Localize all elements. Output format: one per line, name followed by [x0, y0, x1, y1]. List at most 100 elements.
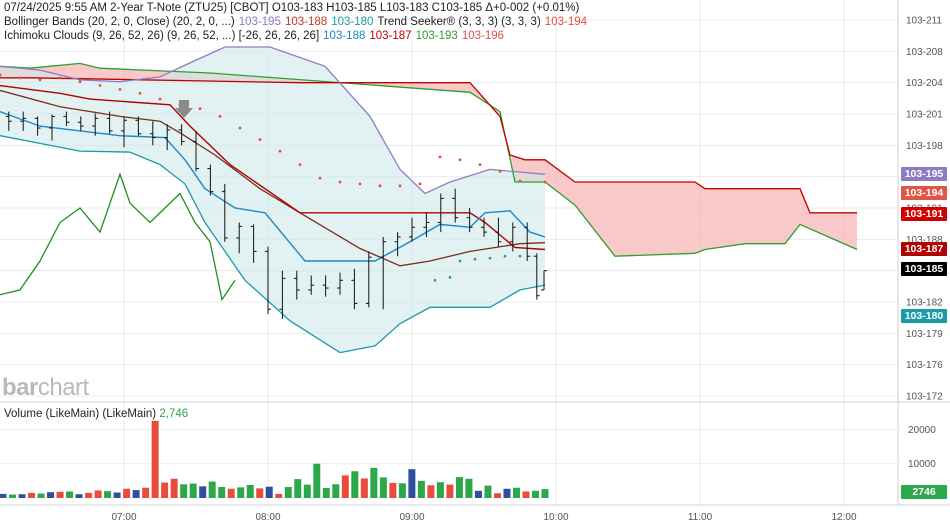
trend-arrow-icon — [175, 100, 193, 118]
trend-dot — [418, 182, 422, 186]
bollinger-mid — [0, 89, 546, 267]
volume-bar — [189, 483, 197, 498]
volume-bar — [47, 492, 55, 498]
volume-bar — [28, 492, 36, 498]
volume-bar — [37, 493, 45, 498]
time-tick-label: 09:00 — [399, 512, 424, 523]
volume-bar — [275, 493, 283, 498]
chart-header-quote: 07/24/2025 9:55 AM 2-Year T-Note (ZTU25)… — [4, 2, 583, 14]
volume-bar — [142, 487, 150, 498]
volume-bar — [265, 486, 273, 498]
volume-bar — [455, 477, 463, 498]
trend-dot — [518, 179, 522, 183]
barchart-logo: barchart — [2, 374, 89, 401]
volume-bar — [56, 491, 64, 498]
trend-dot — [118, 88, 122, 91]
volume-bar — [246, 484, 254, 498]
price-badge: 103-194 — [901, 185, 947, 200]
trend-dot — [458, 259, 462, 263]
trend-dot — [238, 126, 242, 130]
trend-dot — [158, 97, 162, 101]
trend-dot — [298, 163, 302, 167]
volume-tick-label: 10000 — [908, 459, 936, 470]
volume-bar — [360, 478, 368, 498]
volume-bar — [332, 484, 340, 498]
volume-bar — [408, 469, 416, 498]
trend-dot — [138, 91, 142, 95]
volume-bar — [493, 493, 501, 498]
trend-dot — [358, 182, 362, 186]
volume-bar — [237, 487, 245, 498]
volume-bar — [398, 483, 406, 498]
volume-bar — [531, 490, 539, 498]
trend-dot — [258, 138, 262, 141]
trend-dot — [38, 78, 42, 82]
volume-bar — [370, 467, 378, 498]
volume-bar — [389, 482, 397, 498]
volume-bar — [465, 478, 473, 498]
volume-title: Volume (LikeMain) (LikeMain) — [4, 408, 157, 420]
volume-bar — [484, 485, 492, 498]
volume-bar — [322, 488, 330, 498]
price-badge: 103-180 — [901, 308, 947, 323]
bollinger-label: Bollinger Bands (20, 2, 0, Close) (20, 2… — [4, 16, 235, 28]
trend-dot — [18, 76, 22, 80]
trend-dot — [518, 254, 522, 258]
price-badge: 103-191 — [901, 206, 947, 221]
price-tick-label: 103-179 — [906, 329, 943, 340]
volume-bar — [256, 488, 264, 498]
trend-dot — [543, 180, 547, 184]
price-tick-label: 103-188 — [906, 235, 943, 246]
bb-upper-value: 103-195 — [238, 16, 281, 28]
time-tick-label: 08:00 — [255, 512, 280, 523]
volume-legend: Volume (LikeMain) (LikeMain) 2,746 — [4, 408, 188, 420]
trend-dot — [398, 184, 402, 188]
volume-bar — [313, 463, 321, 498]
volume-tick-label: 20000 — [908, 425, 936, 436]
senkou-span-b — [0, 77, 857, 214]
trend-dot — [0, 73, 2, 77]
price-tick-label: 103-204 — [906, 78, 943, 89]
time-tick-label: 11:00 — [688, 512, 713, 523]
volume-bar — [284, 487, 292, 498]
time-tick-label: 10:00 — [543, 512, 568, 523]
ichimoku-value-1: 103-188 — [323, 30, 366, 42]
volume-bar — [218, 487, 226, 498]
ichimoku-value-4: 103-196 — [461, 30, 505, 42]
bollinger-fill — [0, 47, 545, 353]
trend-dot — [278, 149, 282, 153]
trend-dot — [488, 256, 492, 260]
volume-bar — [379, 477, 387, 498]
trend-dot — [503, 254, 507, 258]
volume-bar — [227, 488, 235, 498]
volume-bar — [151, 420, 159, 498]
price-tick-label: 103-211 — [906, 16, 942, 27]
trend-dot — [473, 257, 477, 261]
volume-bar — [132, 490, 140, 498]
tenkan-sen — [0, 110, 546, 262]
volume-bar — [18, 494, 26, 498]
time-tick-label: 07:00 — [111, 512, 136, 523]
volume-bar — [199, 486, 207, 498]
volume-bar — [123, 488, 131, 498]
trend-dot — [218, 115, 222, 118]
trend-dot — [438, 155, 442, 159]
volume-bar — [85, 492, 93, 498]
volume-bar — [180, 484, 188, 498]
price-badge: 2746 — [901, 485, 947, 499]
trend-label: Trend Seeker® (3, 3, 3) (3, 3, 3) — [377, 16, 541, 28]
trend-dot — [433, 278, 437, 282]
bollinger-legend: Bollinger Bands (20, 2, 0, Close) (20, 2… — [4, 16, 591, 28]
price-badge: 103-187 — [901, 242, 947, 257]
volume-bar — [161, 482, 169, 498]
kijun-sen — [0, 84, 546, 251]
volume-bar — [417, 480, 425, 498]
volume-bar — [170, 478, 178, 498]
volume-bar — [9, 494, 17, 498]
volume-bar — [66, 491, 74, 498]
price-tick-label: 103-201 — [906, 110, 943, 121]
ichimoku-value-3: 103-193 — [415, 30, 458, 42]
ichimoku-label: Ichimoku Clouds (9, 26, 52, 26) (9, 26, … — [4, 30, 320, 42]
ichimoku-cloud — [0, 63, 857, 257]
